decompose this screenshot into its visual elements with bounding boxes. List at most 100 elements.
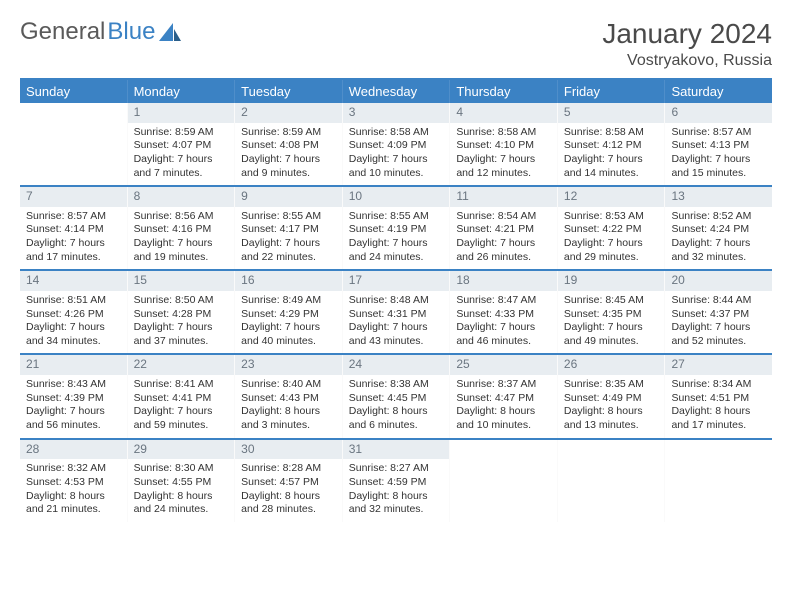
- day-line: and 6 minutes.: [349, 419, 444, 433]
- calendar-day: 12Sunrise: 8:53 AMSunset: 4:22 PMDayligh…: [558, 187, 666, 269]
- day-line: and 10 minutes.: [349, 167, 444, 181]
- day-number: 10: [343, 187, 450, 207]
- day-line: Sunrise: 8:47 AM: [456, 294, 551, 308]
- day-line: Sunrise: 8:55 AM: [241, 210, 336, 224]
- calendar: Sunday Monday Tuesday Wednesday Thursday…: [20, 78, 772, 522]
- day-line: Daylight: 8 hours: [241, 490, 336, 504]
- calendar-week: 21Sunrise: 8:43 AMSunset: 4:39 PMDayligh…: [20, 355, 772, 439]
- day-number: 23: [235, 355, 342, 375]
- day-line: Sunrise: 8:51 AM: [26, 294, 121, 308]
- day-line: Sunset: 4:14 PM: [26, 223, 121, 237]
- calendar-day: 9Sunrise: 8:55 AMSunset: 4:17 PMDaylight…: [235, 187, 343, 269]
- day-line: Sunrise: 8:57 AM: [671, 126, 766, 140]
- day-line: Daylight: 8 hours: [349, 490, 444, 504]
- day-line: Daylight: 7 hours: [456, 237, 551, 251]
- calendar-day: 2Sunrise: 8:59 AMSunset: 4:08 PMDaylight…: [235, 103, 343, 185]
- day-content: Sunrise: 8:47 AMSunset: 4:33 PMDaylight:…: [450, 291, 557, 354]
- day-line: Sunrise: 8:58 AM: [349, 126, 444, 140]
- day-number: 12: [558, 187, 665, 207]
- day-line: and 37 minutes.: [134, 335, 229, 349]
- day-line: and 28 minutes.: [241, 503, 336, 517]
- day-line: Sunset: 4:49 PM: [564, 392, 659, 406]
- day-line: Sunrise: 8:34 AM: [671, 378, 766, 392]
- calendar-week: 1Sunrise: 8:59 AMSunset: 4:07 PMDaylight…: [20, 103, 772, 187]
- day-line: Sunset: 4:10 PM: [456, 139, 551, 153]
- day-line: Sunset: 4:37 PM: [671, 308, 766, 322]
- day-content: Sunrise: 8:38 AMSunset: 4:45 PMDaylight:…: [343, 375, 450, 438]
- day-content: Sunrise: 8:59 AMSunset: 4:08 PMDaylight:…: [235, 123, 342, 186]
- day-line: Daylight: 8 hours: [564, 405, 659, 419]
- logo: GeneralBlue: [20, 18, 181, 46]
- col-saturday: Saturday: [665, 80, 772, 103]
- day-line: Sunset: 4:35 PM: [564, 308, 659, 322]
- day-line: and 40 minutes.: [241, 335, 336, 349]
- col-wednesday: Wednesday: [343, 80, 451, 103]
- calendar-day: 18Sunrise: 8:47 AMSunset: 4:33 PMDayligh…: [450, 271, 558, 353]
- day-line: Sunset: 4:16 PM: [134, 223, 229, 237]
- day-number: 11: [450, 187, 557, 207]
- page-title: January 2024: [602, 18, 772, 50]
- day-content: Sunrise: 8:59 AMSunset: 4:07 PMDaylight:…: [128, 123, 235, 186]
- day-line: Sunrise: 8:40 AM: [241, 378, 336, 392]
- day-line: Daylight: 7 hours: [241, 237, 336, 251]
- day-line: Sunset: 4:51 PM: [671, 392, 766, 406]
- day-line: Sunset: 4:24 PM: [671, 223, 766, 237]
- day-line: Sunrise: 8:38 AM: [349, 378, 444, 392]
- day-content: Sunrise: 8:51 AMSunset: 4:26 PMDaylight:…: [20, 291, 127, 354]
- calendar-day: 5Sunrise: 8:58 AMSunset: 4:12 PMDaylight…: [558, 103, 666, 185]
- day-line: and 29 minutes.: [564, 251, 659, 265]
- day-content: Sunrise: 8:55 AMSunset: 4:19 PMDaylight:…: [343, 207, 450, 270]
- day-line: Sunset: 4:41 PM: [134, 392, 229, 406]
- day-line: Sunrise: 8:58 AM: [564, 126, 659, 140]
- day-line: Sunset: 4:17 PM: [241, 223, 336, 237]
- day-number: 19: [558, 271, 665, 291]
- page-subtitle: Vostryakovo, Russia: [602, 52, 772, 70]
- day-line: and 21 minutes.: [26, 503, 121, 517]
- col-thursday: Thursday: [450, 80, 558, 103]
- day-number: 25: [450, 355, 557, 375]
- day-line: and 14 minutes.: [564, 167, 659, 181]
- title-block: January 2024 Vostryakovo, Russia: [602, 18, 772, 70]
- day-line: and 26 minutes.: [456, 251, 551, 265]
- day-line: Sunset: 4:59 PM: [349, 476, 444, 490]
- day-content: Sunrise: 8:57 AMSunset: 4:13 PMDaylight:…: [665, 123, 772, 186]
- day-line: and 15 minutes.: [671, 167, 766, 181]
- calendar-day: 16Sunrise: 8:49 AMSunset: 4:29 PMDayligh…: [235, 271, 343, 353]
- day-number: 9: [235, 187, 342, 207]
- day-line: Sunrise: 8:59 AM: [134, 126, 229, 140]
- calendar-day: [450, 440, 558, 522]
- day-number: 17: [343, 271, 450, 291]
- day-line: Daylight: 7 hours: [456, 153, 551, 167]
- calendar-day: 29Sunrise: 8:30 AMSunset: 4:55 PMDayligh…: [128, 440, 236, 522]
- day-line: and 34 minutes.: [26, 335, 121, 349]
- day-line: Daylight: 7 hours: [241, 321, 336, 335]
- day-content: Sunrise: 8:50 AMSunset: 4:28 PMDaylight:…: [128, 291, 235, 354]
- day-line: Daylight: 7 hours: [349, 237, 444, 251]
- day-line: and 9 minutes.: [241, 167, 336, 181]
- day-number: 16: [235, 271, 342, 291]
- day-line: Sunrise: 8:32 AM: [26, 462, 121, 476]
- col-friday: Friday: [558, 80, 666, 103]
- calendar-header-row: Sunday Monday Tuesday Wednesday Thursday…: [20, 80, 772, 103]
- day-content: Sunrise: 8:55 AMSunset: 4:17 PMDaylight:…: [235, 207, 342, 270]
- day-line: Sunset: 4:43 PM: [241, 392, 336, 406]
- day-line: Sunset: 4:13 PM: [671, 139, 766, 153]
- calendar-day: 11Sunrise: 8:54 AMSunset: 4:21 PMDayligh…: [450, 187, 558, 269]
- day-line: Sunrise: 8:53 AM: [564, 210, 659, 224]
- day-content: Sunrise: 8:45 AMSunset: 4:35 PMDaylight:…: [558, 291, 665, 354]
- day-number: 26: [558, 355, 665, 375]
- day-line: Daylight: 7 hours: [26, 405, 121, 419]
- day-number: 1: [128, 103, 235, 123]
- header: GeneralBlue January 2024 Vostryakovo, Ru…: [20, 18, 772, 70]
- day-line: and 19 minutes.: [134, 251, 229, 265]
- col-tuesday: Tuesday: [235, 80, 343, 103]
- calendar-day: 17Sunrise: 8:48 AMSunset: 4:31 PMDayligh…: [343, 271, 451, 353]
- day-line: and 10 minutes.: [456, 419, 551, 433]
- day-number: 21: [20, 355, 127, 375]
- day-line: Daylight: 7 hours: [26, 237, 121, 251]
- day-line: and 32 minutes.: [671, 251, 766, 265]
- day-line: Sunset: 4:39 PM: [26, 392, 121, 406]
- calendar-week: 28Sunrise: 8:32 AMSunset: 4:53 PMDayligh…: [20, 440, 772, 522]
- day-line: and 22 minutes.: [241, 251, 336, 265]
- day-line: Sunset: 4:19 PM: [349, 223, 444, 237]
